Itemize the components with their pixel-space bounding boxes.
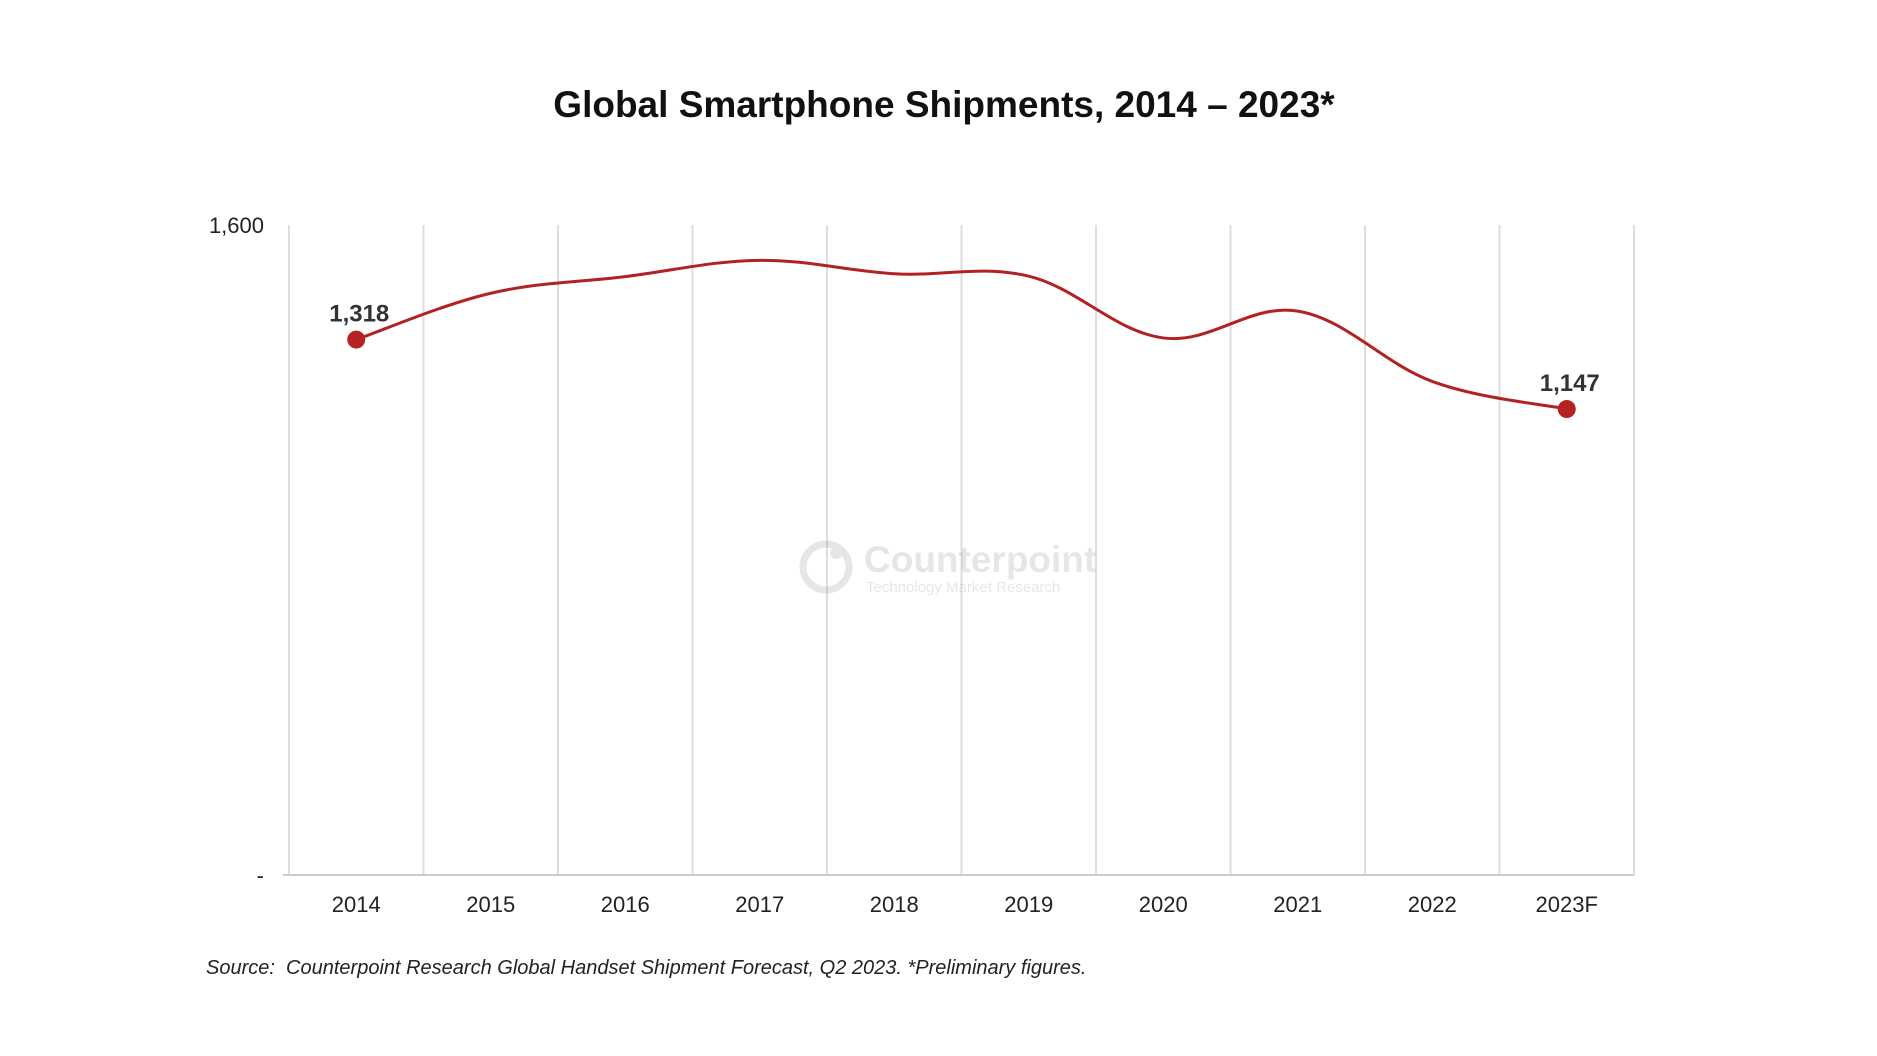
data-point-marker [1557,400,1576,419]
x-tick-label: 2019 [1004,892,1053,917]
x-tick-label: 2020 [1139,892,1188,917]
series-layer [347,258,1576,419]
source-note: Source: Counterpoint Research Global Han… [206,957,1087,979]
y-tick-label: 1,600 [209,213,264,238]
gridlines [288,225,1635,875]
counterpoint-watermark-logo: Counterpoint Technology Market Research [799,539,1096,596]
series-line [355,258,1568,411]
x-tick-label: 2021 [1273,892,1322,917]
data-label: 1,318 [329,301,389,328]
label-layer: 1,318 1,147 [329,301,1600,397]
axes: - 1,600 2014 2015 2016 2017 2018 2019 2020 2021 20… [209,213,1634,917]
watermark-tagline: Technology Market Research [866,579,1060,596]
x-tick-label: 2022 [1408,892,1457,917]
y-tick-label: - [257,863,264,888]
data-point-marker [347,330,366,349]
x-tick-label: 2014 [332,892,381,917]
x-tick-label: 2015 [466,892,515,917]
x-tick-label: 2018 [870,892,919,917]
chart-title: Global Smartphone Shipments, 2014 – 2023… [553,84,1335,125]
data-label: 1,147 [1540,370,1600,397]
x-tick-label: 2023F [1536,892,1598,917]
watermark-name: Counterpoint [864,539,1096,580]
x-tick-label: 2016 [601,892,650,917]
x-tick-label: 2017 [735,892,784,917]
